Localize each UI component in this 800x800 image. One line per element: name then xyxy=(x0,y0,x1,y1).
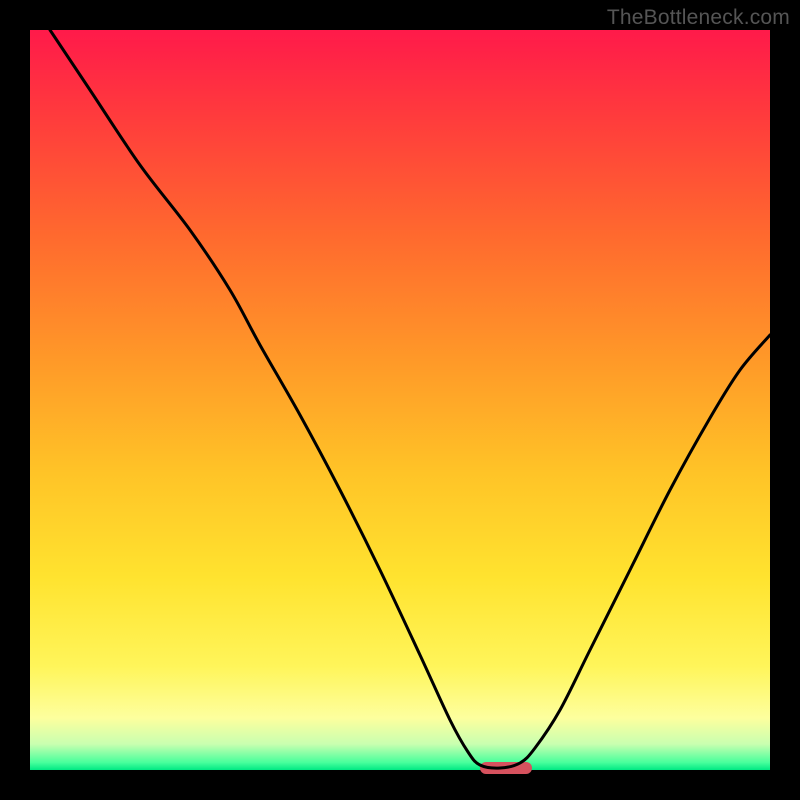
chart-root: TheBottleneck.com xyxy=(0,0,800,800)
watermark-text: TheBottleneck.com xyxy=(607,6,790,30)
bottleneck-curve-chart xyxy=(0,0,800,800)
plot-background xyxy=(30,30,770,770)
